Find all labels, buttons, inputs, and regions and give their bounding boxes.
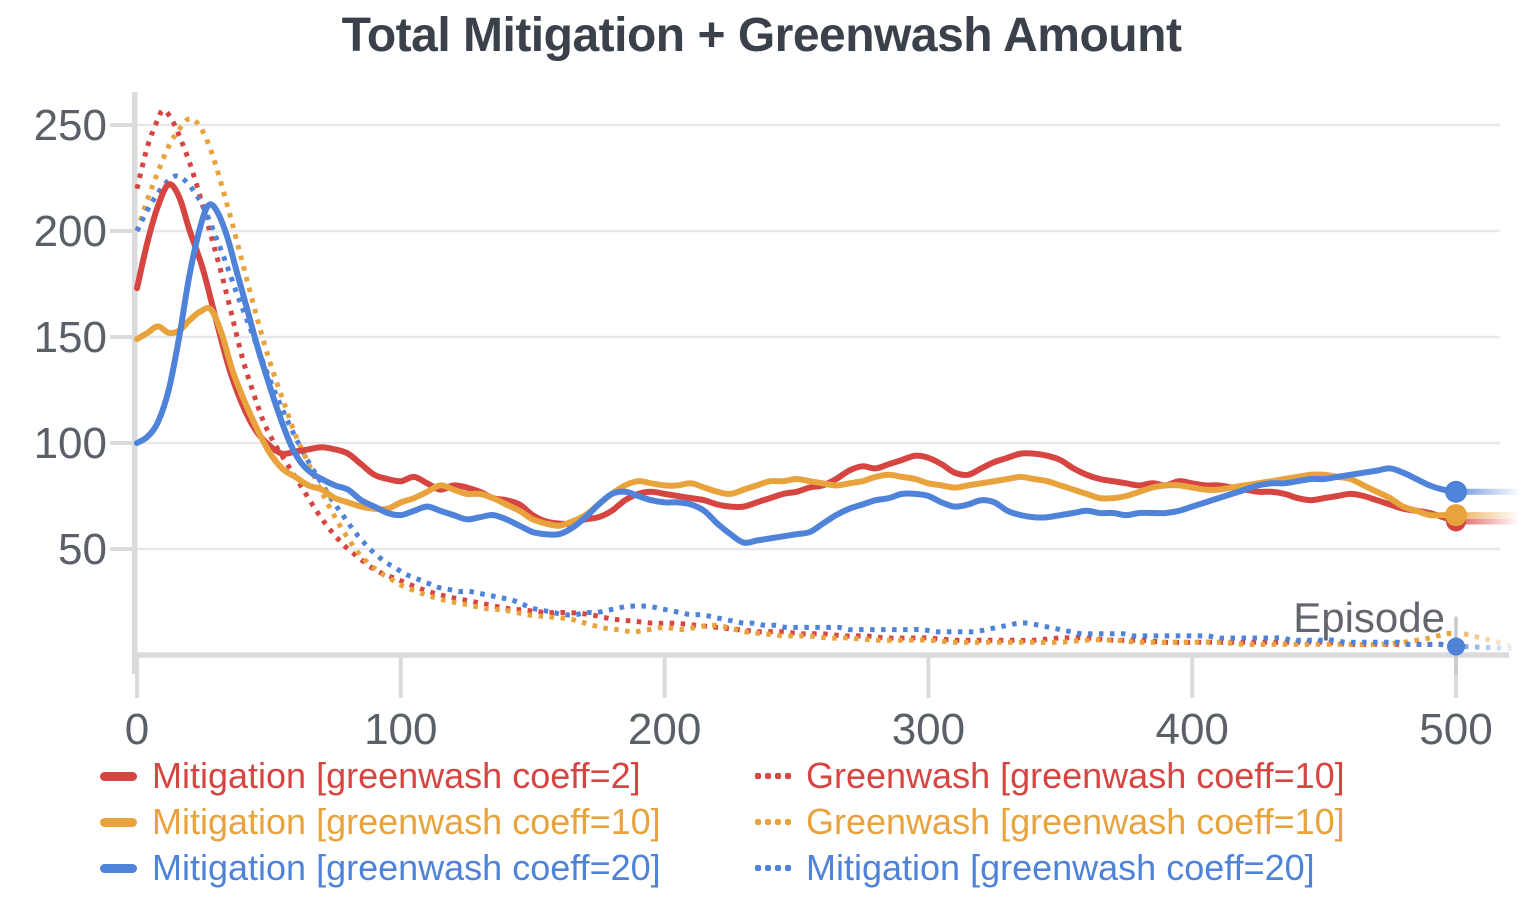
series-end-dot — [1445, 480, 1467, 503]
series-path-1 — [134, 116, 1457, 648]
x-tick-label: 500 — [1419, 705, 1492, 754]
legend-dotted-line-swatch — [755, 773, 791, 779]
legend-solid-line-swatch — [100, 771, 137, 781]
legend-label: Greenwash [greenwash coeff=10] — [806, 801, 1345, 842]
series-path-2 — [134, 173, 1457, 650]
series-path-4 — [134, 305, 1459, 529]
legend-dotted-line-swatch — [755, 865, 791, 871]
legend-solid-line-swatch — [100, 863, 137, 873]
legend-item: Mitigation [greenwash coeff=10] — [100, 799, 755, 845]
legend-item: Mitigation [greenwash coeff=20] — [755, 845, 1345, 891]
legend-label: Mitigation [greenwash coeff=10] — [152, 801, 661, 842]
y-tick-label: 200 — [34, 207, 107, 256]
series-path-5 — [134, 201, 1459, 546]
series-end-dot — [1445, 504, 1467, 527]
legend-item: Mitigation [greenwash coeff=20] — [100, 845, 755, 891]
series-fade-trail — [1463, 631, 1519, 650]
legend-solid-line-swatch — [100, 817, 137, 827]
y-tick-label: 250 — [34, 101, 107, 150]
legend-item: Greenwash [greenwash coeff=10] — [755, 753, 1345, 799]
y-tick-label: 150 — [34, 313, 107, 362]
x-tick-label: 100 — [364, 705, 437, 754]
series-fade-trail — [1463, 644, 1519, 652]
x-tick-label: 400 — [1155, 705, 1228, 754]
legend-label: Mitigation [greenwash coeff=20] — [152, 847, 661, 888]
x-axis-spine — [132, 652, 1509, 658]
legend-dotted-line-swatch — [755, 819, 791, 825]
y-tick-label: 50 — [58, 525, 107, 574]
legend-label: Mitigation [greenwash coeff=20] — [806, 847, 1315, 888]
legend-item: Greenwash [greenwash coeff=10] — [755, 799, 1345, 845]
x-tick-label: 200 — [628, 705, 701, 754]
series-path-0 — [134, 107, 1456, 648]
chart-title: Total Mitigation + Greenwash Amount — [341, 9, 1182, 62]
legend: Mitigation [greenwash coeff=2] Greenwash … — [100, 753, 1345, 891]
series-end-dot — [1447, 637, 1465, 656]
x-tick-label: 0 — [125, 705, 149, 754]
y-tick-label: 100 — [34, 419, 107, 468]
x-tick-label: 300 — [892, 705, 965, 754]
legend-label: Mitigation [greenwash coeff=2] — [152, 755, 641, 796]
x-axis-label: Episode — [1293, 594, 1445, 641]
series-path-3 — [134, 181, 1459, 527]
y-axis-spine — [132, 92, 138, 674]
legend-label: Greenwash [greenwash coeff=10] — [806, 755, 1345, 796]
legend-item: Mitigation [greenwash coeff=2] — [100, 753, 755, 799]
